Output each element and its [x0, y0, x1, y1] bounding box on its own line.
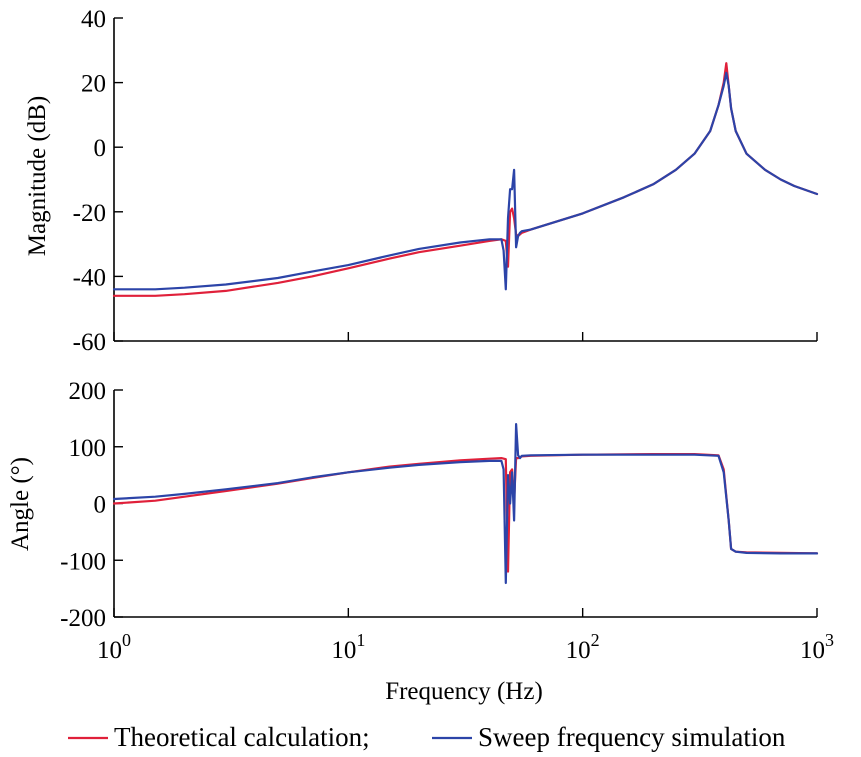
frequency-x-axis-label: Frequency (Hz)	[385, 678, 543, 705]
magnitude-y-tick-label: -40	[73, 264, 106, 291]
angle-axes: -200 -100 0 100 200 100 101 102 103	[60, 378, 834, 664]
legend-label-theoretical: Theoretical calculation;	[114, 722, 370, 752]
frequency-x-tick-label: 101	[331, 630, 365, 664]
magnitude-y-tick-label: 20	[81, 71, 106, 98]
angle-theoretical-line	[112, 453, 819, 573]
legend: Theoretical calculation; Sweep frequency…	[68, 722, 786, 752]
magnitude-y-axis-label: Magnitude (dB)	[24, 96, 51, 256]
frequency-x-tick-label: 102	[566, 630, 600, 664]
magnitude-theoretical-line	[112, 62, 819, 297]
angle-y-tick-label: -200	[60, 605, 106, 632]
magnitude-panel: -60 -40 -20 0 20 40 Magnitude (dB)	[24, 6, 819, 356]
magnitude-axes: -60 -40 -20 0 20 40	[73, 6, 818, 356]
magnitude-y-tick-label: -20	[73, 200, 106, 227]
angle-sweep-line	[112, 423, 819, 585]
angle-y-tick-label: -100	[60, 548, 106, 575]
frequency-x-tick-label: 100	[97, 630, 131, 664]
magnitude-sweep-line	[112, 71, 819, 291]
magnitude-y-tick-label: -60	[73, 329, 106, 356]
angle-y-tick-label: 100	[69, 435, 107, 462]
frequency-x-tick-label: 103	[800, 630, 834, 664]
magnitude-y-tick-label: 0	[94, 135, 107, 162]
angle-panel: -200 -100 0 100 200 100 101 102 103 Angle (°) Fr…	[7, 378, 834, 705]
angle-y-axis-label: Angle (°)	[7, 457, 34, 551]
magnitude-y-tick-label: 40	[81, 6, 106, 33]
angle-y-tick-label: 200	[69, 378, 107, 405]
legend-label-sweep: Sweep frequency simulation	[478, 722, 786, 752]
magnitude-plot-area	[112, 62, 819, 297]
angle-plot-area	[112, 423, 819, 585]
angle-y-tick-label: 0	[94, 492, 107, 519]
